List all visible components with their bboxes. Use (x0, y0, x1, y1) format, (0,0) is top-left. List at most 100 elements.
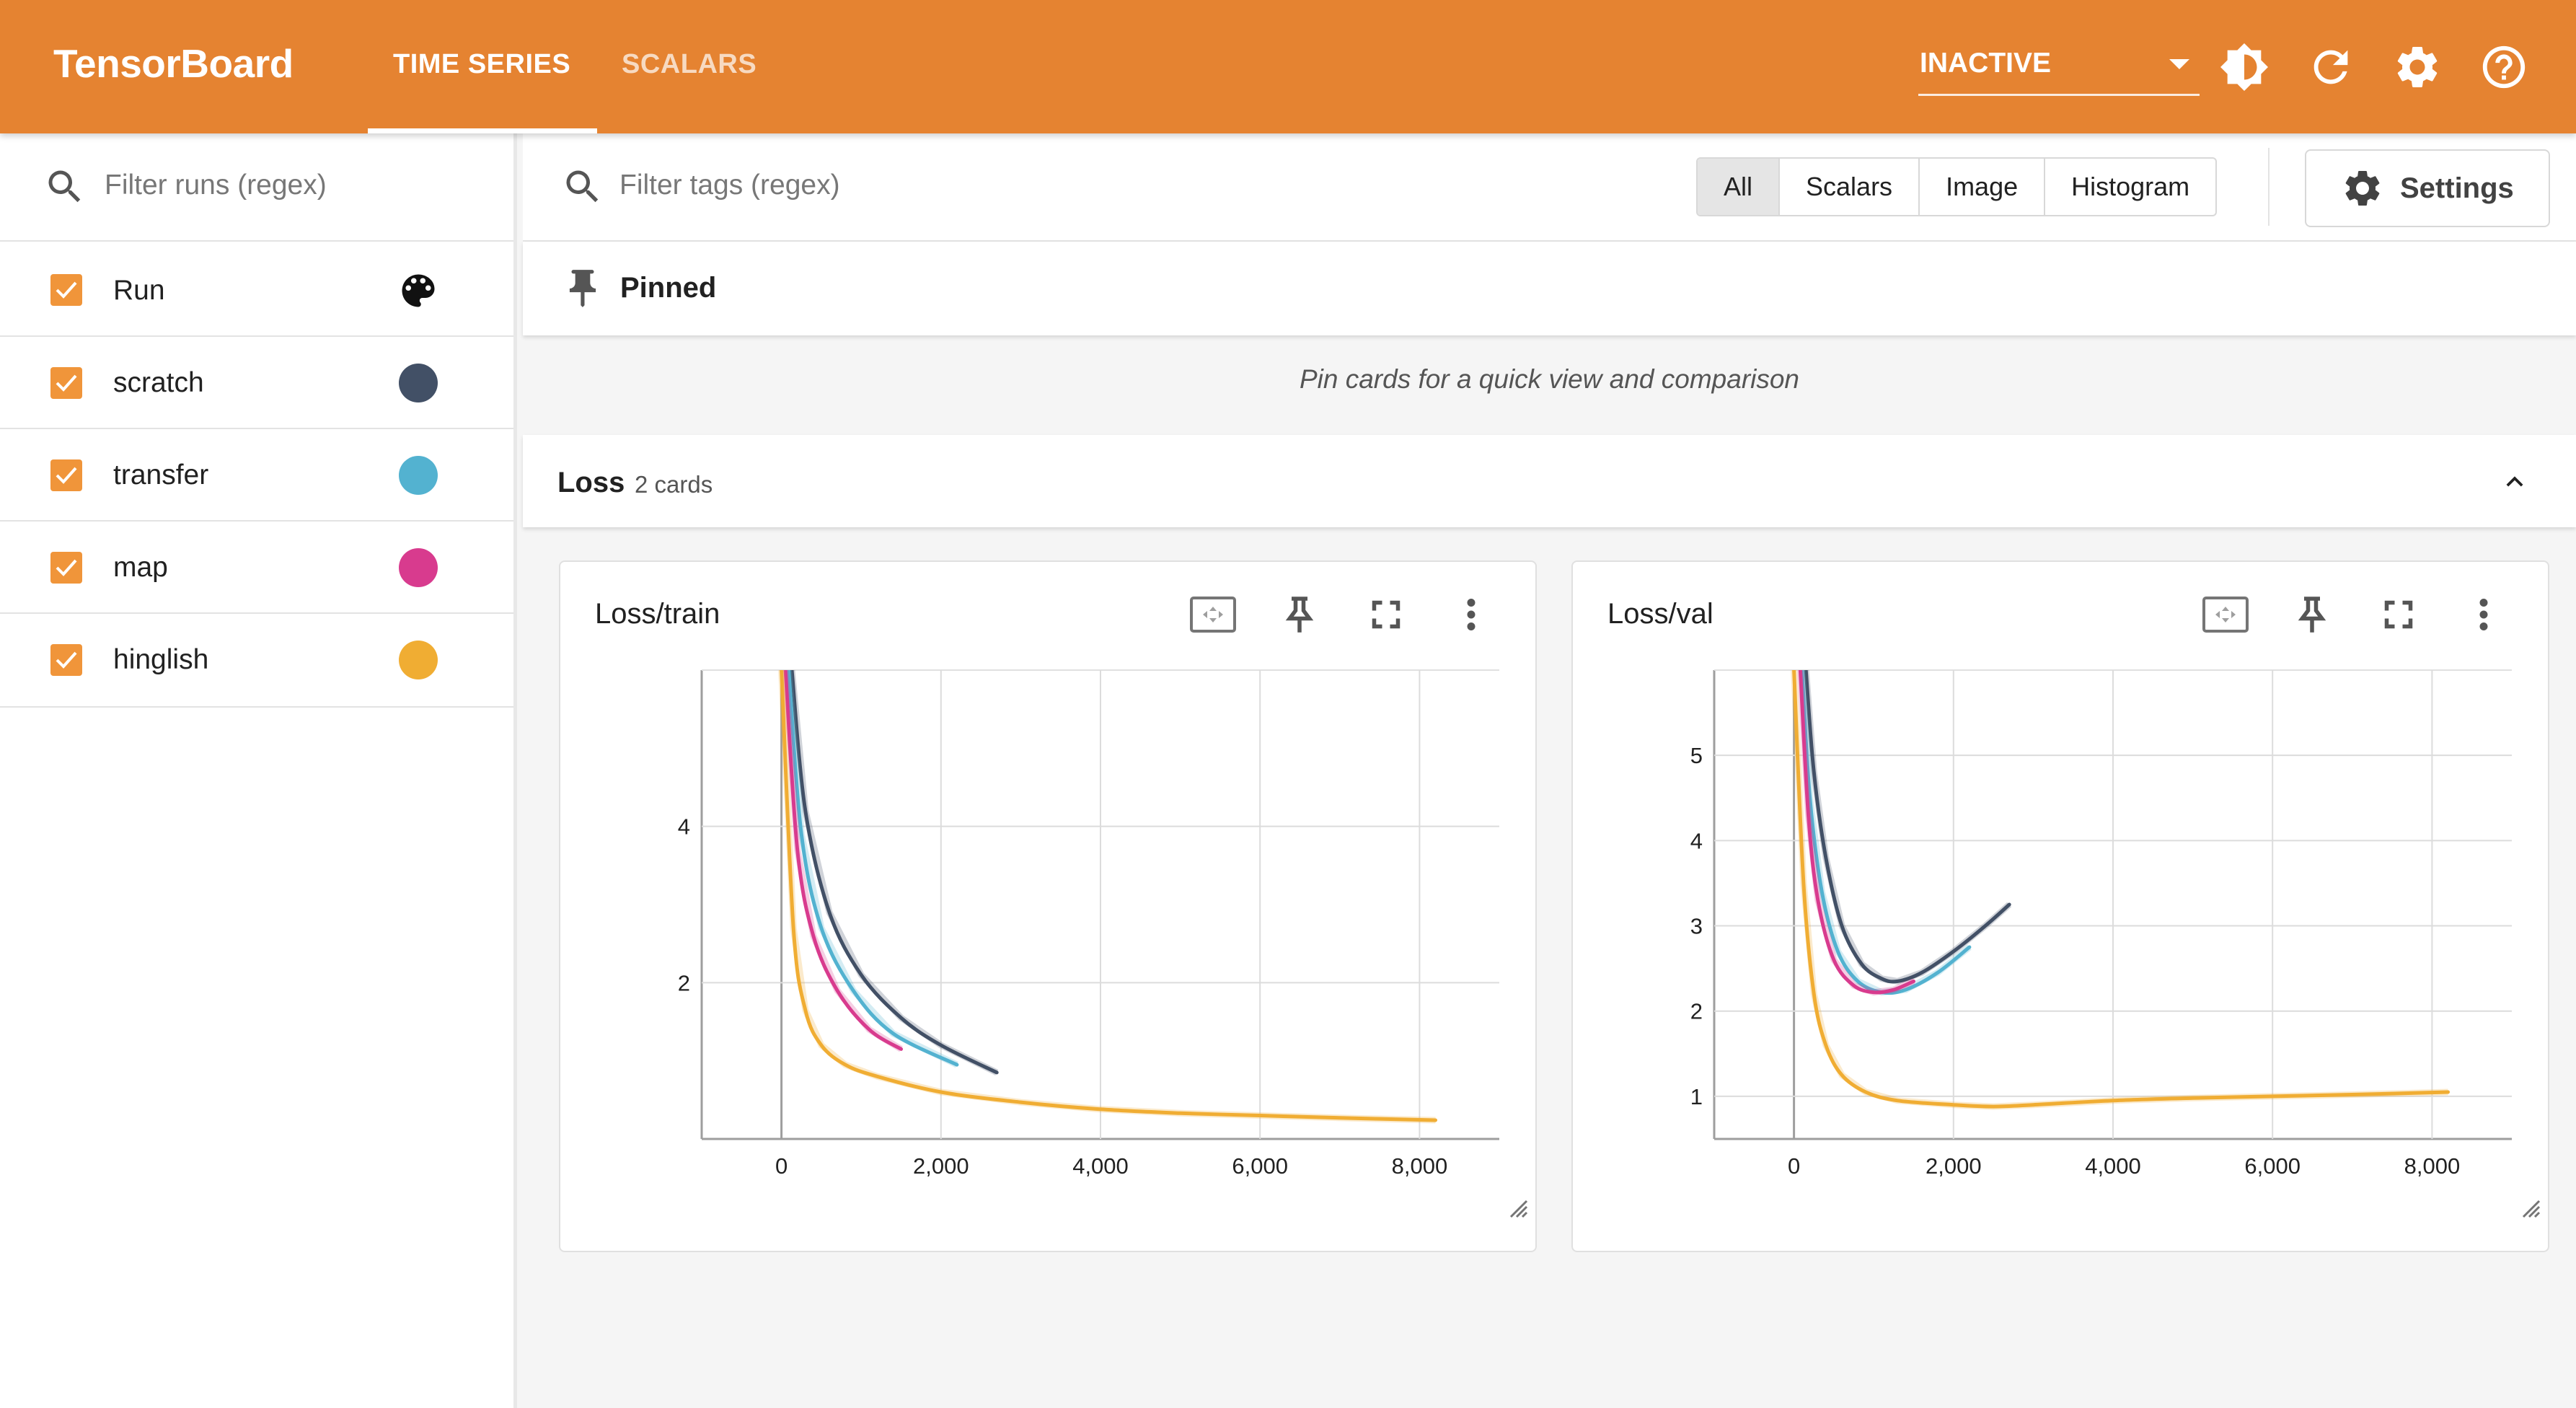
active-tab-indicator (368, 128, 597, 133)
y-tick-label: 2 (1690, 999, 1703, 1024)
group-name: Loss (557, 467, 625, 498)
scalar-card-loss-train: Loss/train 0 2,000 4,000 6,000 8,000 2 4 (559, 560, 1537, 1252)
line-chart-loss-val[interactable]: 0 2,000 4,000 6,000 8,000 1 2 3 4 5 (1573, 562, 2548, 1251)
run-color-swatch[interactable] (399, 641, 438, 679)
refresh-icon[interactable] (2306, 42, 2356, 92)
x-tick-label: 2,000 (913, 1153, 969, 1179)
fullscreen-icon[interactable] (1362, 591, 1410, 638)
card-title: Loss/train (595, 598, 720, 630)
pinned-empty-message: Pin cards for a quick view and compariso… (1299, 364, 1800, 394)
series-hinglish-line[interactable] (780, 670, 1437, 1122)
brightness-icon[interactable] (2219, 42, 2270, 92)
series-hinglish-line[interactable] (1792, 670, 2450, 1109)
x-tick-label: 4,000 (2085, 1153, 2141, 1179)
filter-scalars-button[interactable]: Scalars (1778, 159, 1918, 215)
series-map-line[interactable] (1798, 670, 1915, 995)
main-toolbar: Filter tags (regex) All Scalars Image Hi… (523, 133, 2576, 242)
series-group (778, 670, 1437, 1124)
run-label: scratch (113, 367, 204, 398)
type-filter-group: All Scalars Image Histogram (1696, 157, 2218, 216)
runs-filter-input[interactable]: Filter runs (regex) (105, 170, 327, 201)
pinned-section: Pinned (523, 242, 2576, 335)
reload-select[interactable]: INACTIVE (1918, 45, 2200, 96)
series-map-line[interactable] (783, 670, 903, 1051)
run-checkbox[interactable] (50, 644, 82, 676)
run-color-swatch[interactable] (399, 548, 438, 587)
filter-all-button[interactable]: All (1698, 159, 1779, 215)
y-tick-label: 2 (678, 970, 690, 995)
main-panel: Filter tags (regex) All Scalars Image Hi… (523, 133, 2576, 1408)
pin-card-icon[interactable] (2288, 591, 2336, 638)
tags-filter-input[interactable]: Filter tags (regex) (619, 170, 840, 201)
pin-card-icon[interactable] (1276, 591, 1323, 638)
more-options-icon[interactable] (2460, 591, 2507, 638)
app-header: TensorBoard TIME SERIES SCALARS INACTIVE (0, 0, 2576, 133)
runs-header-label: Run (113, 275, 165, 306)
x-tick-label: 8,000 (1392, 1153, 1448, 1179)
series-transfer-line[interactable] (787, 670, 959, 1067)
run-label: hinglish (113, 644, 209, 675)
run-checkbox[interactable] (50, 459, 82, 491)
search-icon (561, 165, 604, 208)
series-hinglish-raw (778, 670, 1436, 1124)
runs-filter[interactable]: Filter runs (regex) (0, 133, 513, 240)
y-tick-label: 1 (1690, 1084, 1703, 1109)
run-color-swatch[interactable] (399, 364, 438, 402)
fullscreen-icon[interactable] (2375, 591, 2422, 638)
run-row-transfer[interactable]: transfer (0, 428, 513, 522)
filter-image-button[interactable]: Image (1918, 159, 2044, 215)
filter-histogram-button[interactable]: Histogram (2044, 159, 2215, 215)
tab-scalars[interactable]: SCALARS (622, 49, 757, 79)
y-tick-label: 4 (1690, 828, 1703, 853)
y-tick-label: 5 (1690, 743, 1703, 768)
x-tick-label: 2,000 (1926, 1153, 1982, 1179)
series-transfer-line[interactable] (1800, 670, 1972, 995)
select-all-checkbox[interactable] (50, 274, 82, 306)
runs-sidebar: Filter runs (regex) Run scratch transfer… (0, 133, 517, 1408)
x-tick-label: 4,000 (1072, 1153, 1129, 1179)
gear-icon (2341, 167, 2384, 214)
run-row-scratch[interactable]: scratch (0, 335, 513, 429)
run-label: map (113, 552, 168, 583)
runs-header-row: Run (0, 240, 513, 337)
scalar-card-loss-val: Loss/val 0 2,000 4,000 6,000 8,000 1 2 3 4 5 (1571, 560, 2549, 1252)
run-row-map[interactable]: map (0, 520, 513, 614)
series-hinglish-raw (1791, 670, 2448, 1110)
run-color-swatch[interactable] (399, 456, 438, 495)
resize-handle-icon[interactable] (2522, 1200, 2541, 1218)
x-tick-label: 8,000 (2404, 1153, 2461, 1179)
palette-icon[interactable] (397, 269, 440, 316)
tab-time-series[interactable]: TIME SERIES (393, 49, 571, 79)
toolbar-divider (2268, 148, 2270, 226)
series-scratch-line[interactable] (790, 670, 999, 1075)
y-tick-label: 4 (678, 814, 690, 840)
x-tick-label: 6,000 (2244, 1153, 2301, 1179)
settings-button[interactable]: Settings (2305, 149, 2550, 227)
fit-domain-icon[interactable] (2202, 591, 2249, 638)
resize-handle-icon[interactable] (1509, 1200, 1528, 1218)
pin-icon (560, 266, 605, 314)
app-brand[interactable]: TensorBoard (53, 41, 294, 86)
x-tick-label: 6,000 (1232, 1153, 1288, 1179)
run-row-hinglish[interactable]: hinglish (0, 612, 513, 708)
pinned-title: Pinned (620, 272, 717, 304)
settings-gear-icon[interactable] (2392, 42, 2443, 92)
card-group-header[interactable]: Loss 2 cards (523, 435, 2576, 527)
tags-filter[interactable]: Filter tags (regex) (523, 133, 1605, 240)
x-tick-label: 0 (775, 1153, 788, 1179)
run-checkbox[interactable] (50, 367, 82, 399)
group-card-count: 2 cards (635, 471, 713, 498)
help-icon[interactable] (2479, 42, 2529, 92)
x-tick-label: 0 (1788, 1153, 1800, 1179)
run-label: transfer (113, 459, 209, 490)
series-scratch-line[interactable] (1804, 670, 2011, 984)
line-chart-loss-train[interactable]: 0 2,000 4,000 6,000 8,000 2 4 (560, 562, 1535, 1251)
card-title: Loss/val (1607, 598, 1713, 630)
more-options-icon[interactable] (1447, 591, 1495, 638)
fit-domain-icon[interactable] (1189, 591, 1237, 638)
search-icon (43, 165, 87, 208)
run-checkbox[interactable] (50, 552, 82, 584)
dropdown-arrow-icon (2169, 59, 2189, 69)
chevron-up-icon[interactable] (2498, 465, 2531, 502)
reload-select-value: INACTIVE (1920, 48, 2052, 79)
